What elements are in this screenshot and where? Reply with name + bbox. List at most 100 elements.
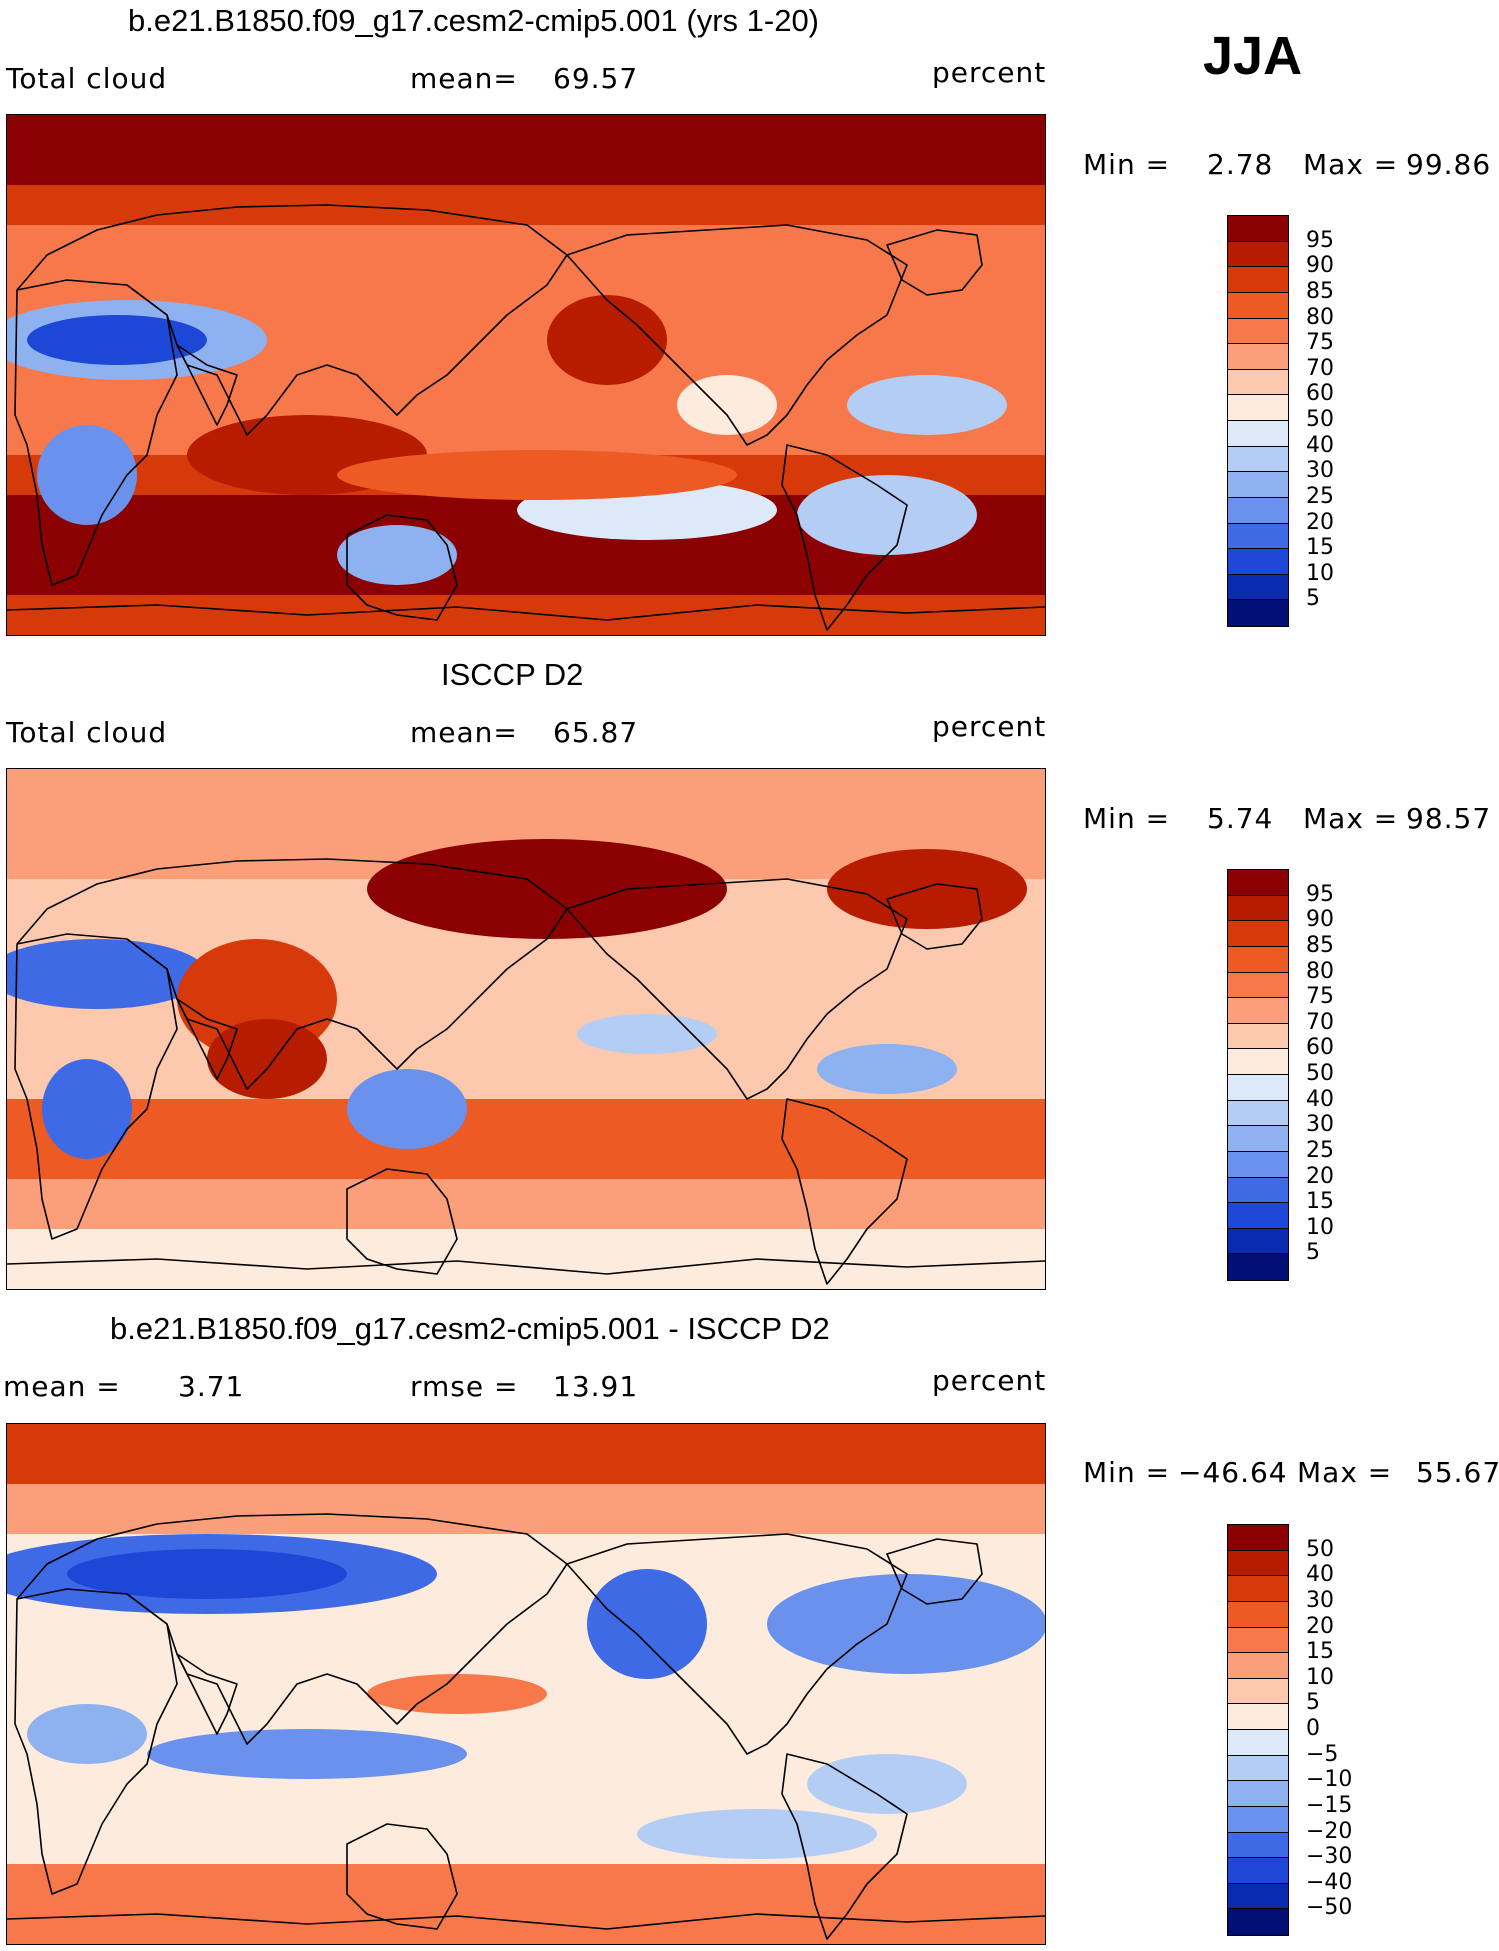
panel-2-variable-label: Total cloud — [6, 716, 168, 749]
colorbar-tick-label: 30 — [1306, 1587, 1334, 1613]
panel-3-min-value: −46.64 — [1178, 1456, 1288, 1489]
colorbar-tick-label: 5 — [1306, 1690, 1320, 1716]
coastline — [566, 224, 908, 446]
colorbar-tick-label: 20 — [1306, 1613, 1334, 1639]
colorbar-tick-label: 80 — [1306, 958, 1334, 984]
colorbar-tick-label: 25 — [1306, 483, 1334, 509]
panel-2-max-value: 98.57 — [1406, 802, 1492, 835]
colorbar-swatch — [1228, 921, 1288, 947]
colorbar-swatch — [1228, 1203, 1288, 1229]
field-contour — [577, 1014, 717, 1054]
colorbar-tick-label: 75 — [1306, 330, 1334, 356]
sahara-low-cloud — [7, 939, 207, 1009]
panel-2-min-label: Min = — [1083, 802, 1171, 835]
field-contour — [367, 1674, 547, 1714]
colorbar-swatch — [1228, 241, 1288, 268]
colorbar-tick-label: 40 — [1306, 1086, 1334, 1112]
panel-3-mean-value: 3.71 — [178, 1370, 245, 1403]
colorbar-tick-label: −30 — [1306, 1844, 1353, 1870]
colorbar-swatch — [1228, 216, 1288, 242]
antarctica-coastline — [7, 604, 1045, 621]
panel-3-rmse-label: rmse = — [410, 1370, 519, 1403]
colorbar-swatch — [1228, 1909, 1288, 1935]
panel-1-map-field — [7, 115, 1045, 635]
colorbar-tick-label: 80 — [1306, 304, 1334, 330]
coastline — [886, 229, 983, 296]
colorbar-swatch — [1228, 1177, 1288, 1204]
panel-1-min-label: Min = — [1083, 148, 1171, 181]
colorbar-swatch — [1228, 344, 1288, 370]
colorbar-swatch — [1228, 523, 1288, 550]
colorbar-tick-label: 85 — [1306, 278, 1334, 304]
colorbar-tick-label: 15 — [1306, 1189, 1334, 1215]
arctic-difference-band — [7, 1424, 1045, 1484]
colorbar-tick-label: 10 — [1306, 1664, 1334, 1690]
colorbar-swatch — [1228, 1678, 1288, 1705]
colorbar-tick-label: −15 — [1306, 1792, 1353, 1818]
panel-1-colorbar — [1227, 215, 1289, 627]
colorbar-tick-label: 20 — [1306, 509, 1334, 535]
colorbar-tick-label: 30 — [1306, 1112, 1334, 1138]
southern-ocean-band — [7, 1099, 1045, 1179]
coastline — [566, 878, 908, 1100]
coastline — [346, 1168, 458, 1275]
colorbar-tick-label: 10 — [1306, 1214, 1334, 1240]
colorbar-swatch — [1228, 1525, 1288, 1551]
field-contour — [347, 1069, 467, 1149]
colorbar-swatch — [1228, 1806, 1288, 1833]
field-contour — [27, 1704, 147, 1764]
panel-1-variable-label: Total cloud — [6, 62, 168, 95]
colorbar-swatch — [1228, 1883, 1288, 1910]
colorbar-tick-label: 0 — [1306, 1716, 1320, 1741]
colorbar-tick-label: 10 — [1306, 560, 1334, 586]
field-band — [7, 1179, 1045, 1229]
colorbar-swatch — [1228, 292, 1288, 319]
field-contour — [847, 375, 1007, 435]
arctic-band — [7, 115, 1045, 185]
colorbar-swatch — [1228, 1832, 1288, 1859]
coastline — [781, 1098, 908, 1285]
panel-3-title: b.e21.B1850.f09_g17.cesm2-cmip5.001 - IS… — [110, 1311, 830, 1346]
field-band — [7, 1864, 1045, 1944]
panel-1-min-value: 2.78 — [1207, 148, 1274, 181]
colorbar-swatch — [1228, 395, 1288, 421]
panel-3-mean-label: mean = — [3, 1370, 121, 1403]
coastline — [346, 514, 458, 621]
panel-3-min-label: Min = — [1083, 1456, 1171, 1489]
colorbar-swatch — [1228, 600, 1288, 626]
coastline — [566, 1533, 908, 1755]
colorbar-swatch — [1228, 369, 1288, 396]
field-band — [7, 1229, 1045, 1289]
colorbar-swatch — [1228, 946, 1288, 973]
colorbar-swatch — [1228, 421, 1288, 447]
panel-1-map — [6, 114, 1046, 636]
panel-2-colorbar — [1227, 869, 1289, 1281]
colorbar-tick-label: 20 — [1306, 1163, 1334, 1189]
panel-2-title: ISCCP D2 — [441, 657, 584, 692]
colorbar-tick-label: 15 — [1306, 1639, 1334, 1665]
colorbar-swatch — [1228, 1704, 1288, 1730]
colorbar-swatch — [1228, 870, 1288, 896]
colorbar-swatch — [1228, 1049, 1288, 1075]
colorbar-tick-label: −20 — [1306, 1818, 1353, 1844]
colorbar-tick-label: −5 — [1306, 1741, 1339, 1767]
colorbar-tick-label: −10 — [1306, 1767, 1353, 1793]
colorbar-tick-label: 40 — [1306, 432, 1334, 458]
colorbar-swatch — [1228, 1126, 1288, 1152]
coastline — [781, 444, 908, 631]
colorbar-swatch — [1228, 1550, 1288, 1577]
field-band — [7, 1484, 1045, 1534]
colorbar-swatch — [1228, 267, 1288, 293]
colorbar-swatch — [1228, 1730, 1288, 1756]
colorbar-tick-label: 75 — [1306, 984, 1334, 1010]
north-pacific-stratus — [367, 839, 727, 939]
colorbar-swatch — [1228, 1653, 1288, 1679]
colorbar-tick-label: 85 — [1306, 932, 1334, 958]
panel-2-min-value: 5.74 — [1207, 802, 1274, 835]
panel-3-max-label: Max = — [1297, 1456, 1393, 1489]
panel-1-mean-value: 69.57 — [553, 62, 639, 95]
colorbar-swatch — [1228, 998, 1288, 1024]
colorbar-tick-label: 60 — [1306, 381, 1334, 407]
panel-3-rmse-value: 13.91 — [553, 1370, 639, 1403]
coastline — [16, 204, 568, 436]
